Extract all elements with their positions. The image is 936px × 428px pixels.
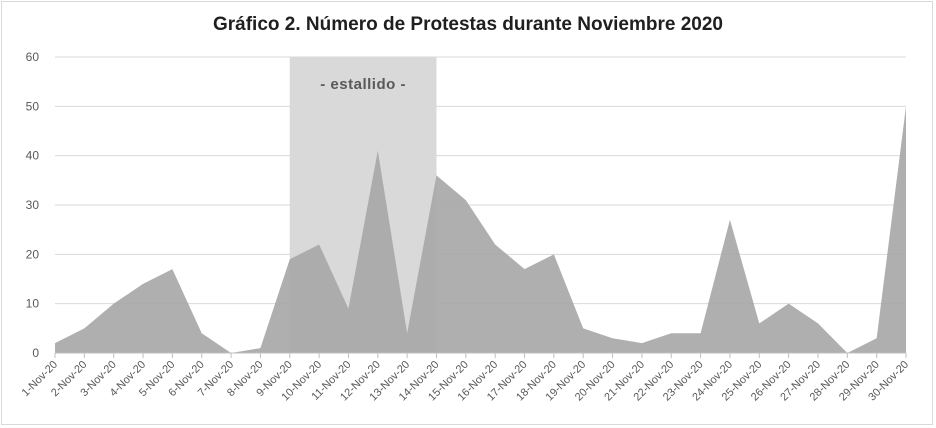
y-tick-label: 0 [32,346,39,360]
series-area [55,106,906,353]
y-tick-label: 10 [26,297,40,311]
y-tick-label: 20 [26,247,40,261]
area-layer [55,106,906,353]
y-tick-label: 40 [26,149,40,163]
axis-layer [54,352,907,358]
chart-title: Gráfico 2. Número de Protestas durante N… [212,14,723,35]
y-tick-label: 50 [26,99,40,113]
y-axis-ticks: 0 10 20 30 40 50 60 [26,50,40,360]
estallido-annotation: - estallido - [320,76,406,93]
grid-layer [55,56,906,305]
x-axis-ticks: 1-Nov-202-Nov-203-Nov-204-Nov-205-Nov-20… [20,359,911,404]
y-tick-label: 60 [26,50,40,64]
y-tick-label: 30 [26,198,40,212]
